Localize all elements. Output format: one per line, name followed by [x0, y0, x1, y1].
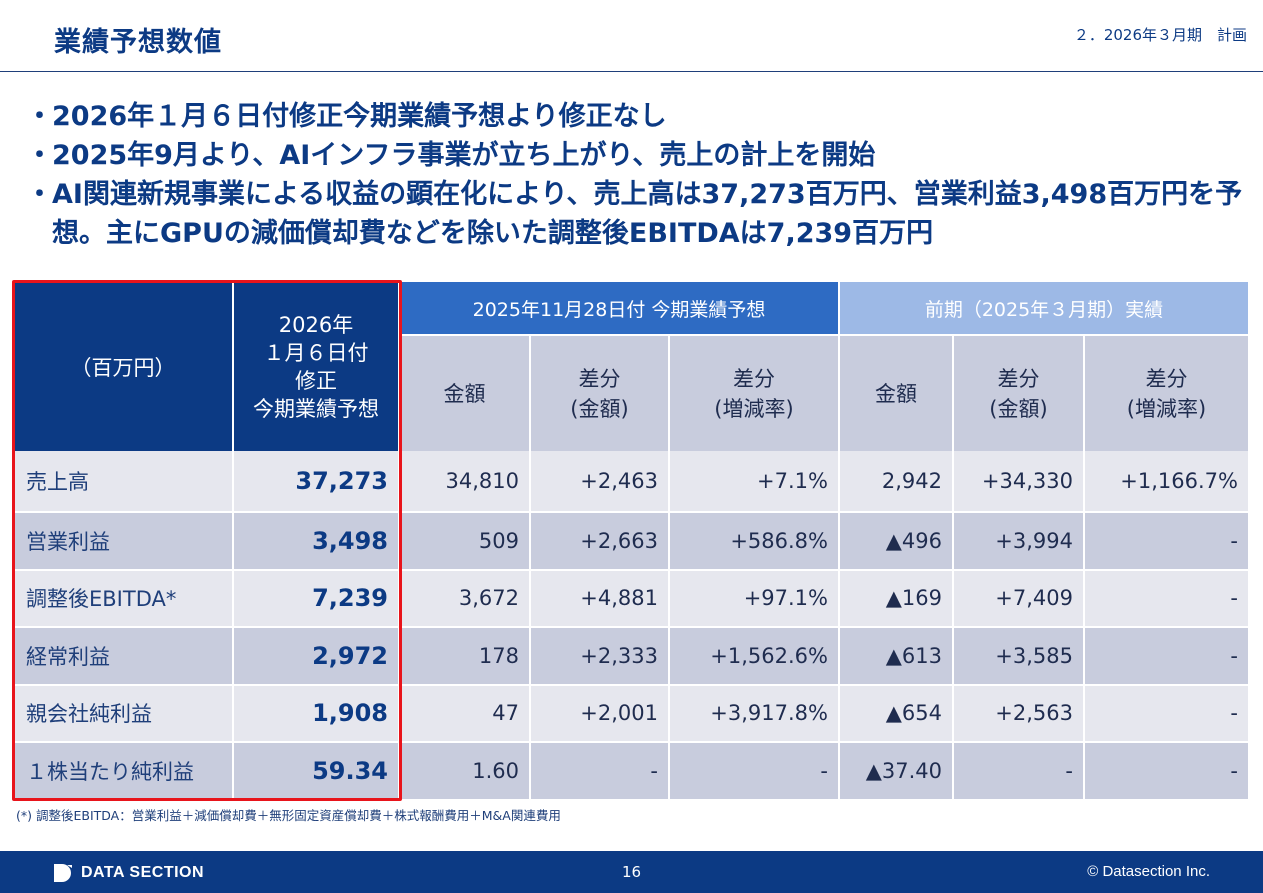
prior-forecast-diff: +4,881 [531, 571, 670, 629]
prior-forecast-amount: 178 [400, 628, 531, 686]
bullet-dot: ・ [26, 136, 52, 175]
prior-forecast-rate: +1,562.6% [670, 628, 840, 686]
table-row: 親会社純利益 1,908 47 +2,001 +3,917.8% ▲654 +2… [14, 686, 1248, 744]
group-header-prior-forecast: 2025年11月28日付 今期業績予想 [400, 282, 840, 336]
prior-year-diff: +7,409 [954, 571, 1085, 629]
prior-year-rate: - [1085, 628, 1248, 686]
prior-year-rate: +1,166.7% [1085, 451, 1248, 513]
row-label: 調整後EBITDA* [14, 571, 234, 629]
row-label: 経常利益 [14, 628, 234, 686]
prior-year-amount: ▲613 [840, 628, 954, 686]
company-logo: DATA SECTION [53, 863, 204, 883]
bullet-text: 2026年１月６日付修正今期業績予想より修正なし [52, 97, 1246, 136]
page-number: 16 [622, 863, 641, 881]
prior-forecast-diff: +2,333 [531, 628, 670, 686]
prior-year-rate: - [1085, 513, 1248, 571]
unit-header: （百万円） [14, 282, 234, 451]
prior-forecast-amount: 34,810 [400, 451, 531, 513]
section-label: ２．2026年３月期 計画 [1074, 24, 1247, 45]
prior-year-rate: - [1085, 743, 1248, 801]
plan-value: 7,239 [234, 571, 400, 629]
prior-year-amount: ▲169 [840, 571, 954, 629]
row-label: 営業利益 [14, 513, 234, 571]
bullet-dot: ・ [26, 175, 52, 253]
plan-header: 2026年 １月６日付 修正 今期業績予想 [234, 282, 400, 451]
bullet-text: 2025年9月より、AIインフラ事業が立ち上がり、売上の計上を開始 [52, 136, 1246, 175]
prior-forecast-rate: +3,917.8% [670, 686, 840, 744]
prior-forecast-diff: +2,663 [531, 513, 670, 571]
prior-year-diff: +3,994 [954, 513, 1085, 571]
bullet-item: ・ 2026年１月６日付修正今期業績予想より修正なし [26, 97, 1246, 136]
bullet-item: ・ AI関連新規事業による収益の顕在化により、売上高は37,273百万円、営業利… [26, 175, 1246, 253]
col-header-diff-rate: 差分 (増減率) [670, 336, 840, 451]
table-row: 売上高 37,273 34,810 +2,463 +7.1% 2,942 +34… [14, 451, 1248, 513]
col-header-line: 差分 [531, 364, 668, 394]
plan-value: 3,498 [234, 513, 400, 571]
slide-header: 業績予想数値 ２．2026年３月期 計画 [0, 0, 1263, 72]
prior-year-rate: - [1085, 686, 1248, 744]
plan-header-line: 修正 [234, 367, 398, 395]
table-row: 経常利益 2,972 178 +2,333 +1,562.6% ▲613 +3,… [14, 628, 1248, 686]
col-header-line: (増減率) [670, 394, 838, 424]
col-header-line: (金額) [954, 394, 1083, 424]
prior-year-diff: +2,563 [954, 686, 1085, 744]
logo-text: DATA SECTION [81, 864, 204, 882]
plan-value: 1,908 [234, 686, 400, 744]
col-header-diff-amount: 差分 (金額) [531, 336, 670, 451]
col-header-line: 差分 [1085, 364, 1248, 394]
col-header-line: 差分 [954, 364, 1083, 394]
prior-year-diff: - [954, 743, 1085, 801]
plan-header-line: 2026年 [234, 311, 398, 339]
prior-year-diff: +34,330 [954, 451, 1085, 513]
prior-forecast-amount: 3,672 [400, 571, 531, 629]
col-header-diff-amount: 差分 (金額) [954, 336, 1085, 451]
row-label: 親会社純利益 [14, 686, 234, 744]
plan-value: 37,273 [234, 451, 400, 513]
copyright: © Datasection Inc. [1087, 863, 1210, 880]
prior-year-amount: ▲654 [840, 686, 954, 744]
bullet-item: ・ 2025年9月より、AIインフラ事業が立ち上がり、売上の計上を開始 [26, 136, 1246, 175]
prior-forecast-amount: 47 [400, 686, 531, 744]
bullet-list: ・ 2026年１月６日付修正今期業績予想より修正なし ・ 2025年9月より、A… [26, 97, 1246, 253]
data-section-logo-icon [53, 863, 73, 883]
plan-header-line: 今期業績予想 [234, 395, 398, 423]
footnote: (*) 調整後EBITDA：営業利益＋減価償却費＋無形固定資産償却費＋株式報酬費… [16, 805, 561, 824]
page-title: 業績予想数値 [54, 20, 222, 59]
plan-value: 2,972 [234, 628, 400, 686]
col-header-line: (金額) [531, 394, 668, 424]
prior-forecast-diff: +2,463 [531, 451, 670, 513]
bullet-dot: ・ [26, 97, 52, 136]
col-header-amount: 金額 [840, 336, 954, 451]
plan-value: 59.34 [234, 743, 400, 801]
prior-forecast-diff: +2,001 [531, 686, 670, 744]
col-header-line: 差分 [670, 364, 838, 394]
prior-year-rate: - [1085, 571, 1248, 629]
col-header-amount: 金額 [400, 336, 531, 451]
forecast-table: （百万円） 2026年 １月６日付 修正 今期業績予想 2025年11月28日付… [14, 282, 1248, 801]
prior-year-amount: ▲37.40 [840, 743, 954, 801]
row-label: 売上高 [14, 451, 234, 513]
prior-forecast-rate: - [670, 743, 840, 801]
col-header-line: (増減率) [1085, 394, 1248, 424]
prior-forecast-rate: +7.1% [670, 451, 840, 513]
group-header-prior-year-actual: 前期（2025年３月期）実績 [840, 282, 1248, 336]
prior-year-amount: ▲496 [840, 513, 954, 571]
prior-year-diff: +3,585 [954, 628, 1085, 686]
slide-footer: DATA SECTION 16 © Datasection Inc. [0, 851, 1263, 893]
table-row: １株当たり純利益 59.34 1.60 - - ▲37.40 - - [14, 743, 1248, 801]
row-label: １株当たり純利益 [14, 743, 234, 801]
table-row: 調整後EBITDA* 7,239 3,672 +4,881 +97.1% ▲16… [14, 571, 1248, 629]
prior-year-amount: 2,942 [840, 451, 954, 513]
prior-forecast-amount: 509 [400, 513, 531, 571]
table-row: 営業利益 3,498 509 +2,663 +586.8% ▲496 +3,99… [14, 513, 1248, 571]
bullet-text: AI関連新規事業による収益の顕在化により、売上高は37,273百万円、営業利益3… [52, 175, 1246, 253]
prior-forecast-rate: +586.8% [670, 513, 840, 571]
prior-forecast-amount: 1.60 [400, 743, 531, 801]
prior-forecast-rate: +97.1% [670, 571, 840, 629]
prior-forecast-diff: - [531, 743, 670, 801]
col-header-diff-rate: 差分 (増減率) [1085, 336, 1248, 451]
plan-header-line: １月６日付 [234, 339, 398, 367]
